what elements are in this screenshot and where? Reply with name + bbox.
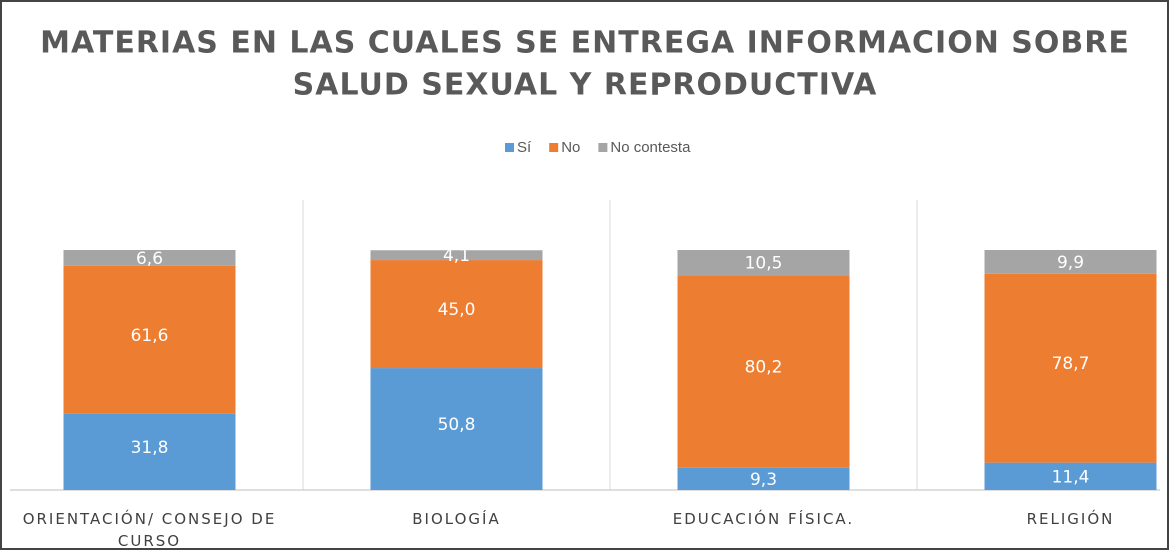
legend-swatch [598, 143, 608, 152]
bar-segment [63, 413, 236, 490]
legend-label: No [561, 139, 580, 156]
x-tick-label: RELIGIÓN [1026, 510, 1115, 528]
x-tick-label: BIOLOGÍA [412, 510, 501, 528]
data-label: 31,8 [131, 438, 169, 458]
bar-segment [677, 275, 850, 468]
bar-segment [984, 250, 1157, 274]
legend-label: Sí [517, 139, 532, 156]
data-label: 10,5 [745, 254, 783, 274]
bar-segment [984, 273, 1157, 463]
data-label: 50,8 [438, 415, 476, 435]
bar-segment [677, 250, 850, 276]
x-tick-label: ORIENTACIÓN/ CONSEJO DE CURSO [22, 510, 277, 550]
bar-segment [63, 265, 236, 414]
data-label: 9,9 [1057, 253, 1084, 273]
legend-swatch [505, 143, 514, 152]
legend-swatch [549, 143, 559, 152]
chart-title: SALUD SEXUAL Y REPRODUCTIVA [293, 68, 878, 103]
x-tick-label: EDUCACIÓN FÍSICA. [672, 510, 855, 528]
bar-segment [63, 250, 236, 266]
chart-title: MATERIAS EN LAS CUALES SE ENTREGA INFORM… [40, 26, 1130, 61]
bar-segment [370, 368, 543, 490]
data-label: 78,7 [1052, 354, 1090, 374]
legend-label: No contesta [610, 139, 691, 156]
bar-segment [984, 462, 1157, 490]
data-label: 6,6 [136, 249, 163, 269]
data-label: 61,6 [131, 326, 169, 346]
data-label: 80,2 [745, 357, 783, 377]
data-label: 4,1 [443, 246, 470, 266]
bar-segment [677, 467, 850, 490]
data-label: 9,3 [750, 470, 777, 490]
data-label: 45,0 [438, 300, 476, 320]
bar-segment [370, 250, 543, 261]
bar-segment [370, 260, 543, 369]
data-label: 11,4 [1052, 467, 1090, 487]
